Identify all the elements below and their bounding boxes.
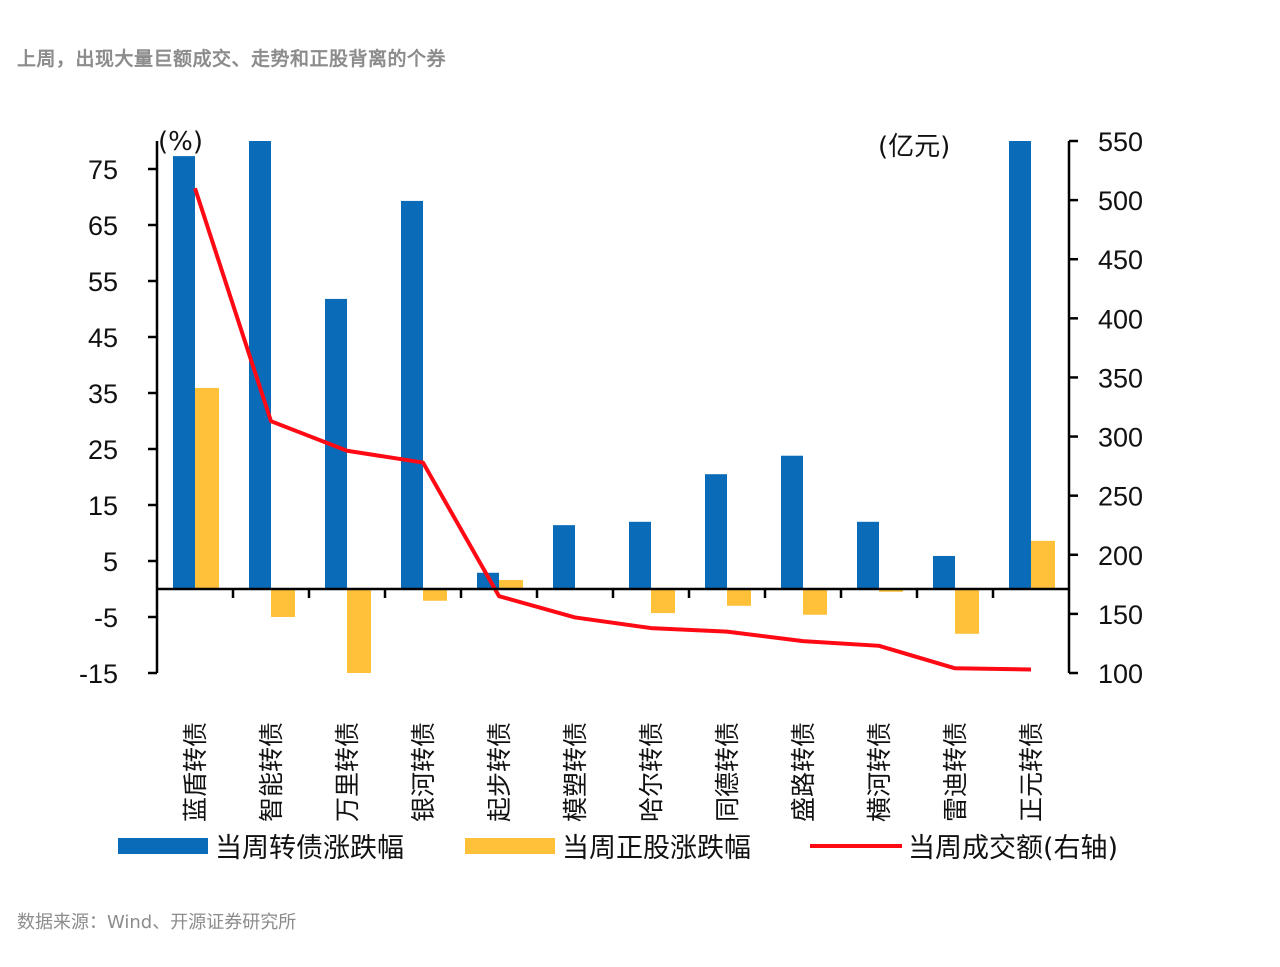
bar-stock-10 <box>955 589 979 634</box>
source-note: 数据来源：Wind、开源证券研究所 <box>17 912 297 933</box>
left-tick-label: 35 <box>88 379 118 409</box>
bar-bond-2 <box>325 298 347 589</box>
right-tick-label: 250 <box>1098 482 1143 512</box>
right-tick-label: 400 <box>1098 304 1143 334</box>
category-label: 雷迪转债 <box>941 722 970 822</box>
right-tick-label: 500 <box>1098 186 1143 216</box>
bar-bond-9 <box>857 521 879 589</box>
left-tick-label: 75 <box>88 155 118 185</box>
bar-bond-8 <box>781 455 803 589</box>
line-layer <box>193 187 1032 672</box>
left-tick-label: 55 <box>88 267 118 297</box>
bars-layer <box>173 141 1055 673</box>
bar-bond-6 <box>629 521 651 589</box>
bar-stock-6 <box>651 589 675 614</box>
bar-stock-2 <box>347 589 371 673</box>
category-label: 盛路转债 <box>789 722 818 822</box>
category-label: 同德转债 <box>713 722 742 822</box>
right-tick-label: 100 <box>1098 659 1143 689</box>
bar-bond-1 <box>249 141 271 589</box>
legend: 当周转债涨跌幅 当周正股涨跌幅 当周成交额(右轴) <box>118 833 1118 864</box>
category-label: 万里转债 <box>333 722 362 822</box>
bar-stock-4 <box>499 580 523 589</box>
category-label: 蓝盾转债 <box>181 722 210 822</box>
category-label: 银河转债 <box>409 722 438 822</box>
bar-stock-8 <box>803 589 827 615</box>
left-tick-label: 15 <box>88 491 118 521</box>
bar-bond-7 <box>705 474 727 589</box>
bar-bond-10 <box>933 555 955 589</box>
right-tick-label: 150 <box>1098 600 1143 630</box>
right-axis-unit: (亿元) <box>878 132 950 162</box>
category-label: 智能转债 <box>257 722 286 822</box>
left-tick-label: 5 <box>103 547 118 577</box>
category-label: 起步转债 <box>485 722 514 822</box>
right-tick-label: 200 <box>1098 541 1143 571</box>
left-tick-label: 25 <box>88 435 118 465</box>
bar-bond-5 <box>553 525 575 589</box>
right-tick-label: 550 <box>1098 127 1143 157</box>
left-tick-label: -15 <box>79 659 118 689</box>
category-label: 横河转债 <box>865 722 894 822</box>
left-axis-unit: (%) <box>158 127 203 157</box>
line-volume <box>193 187 1032 672</box>
legend-swatch-bond <box>118 838 208 854</box>
bar-stock-1 <box>271 589 295 617</box>
legend-label-volume: 当周成交额(右轴) <box>908 833 1118 864</box>
bar-stock-11 <box>1031 540 1055 589</box>
bar-stock-9 <box>879 589 903 592</box>
category-label: 哈尔转债 <box>637 722 666 822</box>
legend-label-bond: 当周转债涨跌幅 <box>215 833 404 864</box>
category-label: 模塑转债 <box>561 722 590 822</box>
bar-bond-11 <box>1009 141 1031 589</box>
category-label: 正元转债 <box>1017 722 1046 822</box>
bar-bond-3 <box>401 200 423 590</box>
right-tick-label: 300 <box>1098 423 1143 453</box>
legend-swatch-stock <box>465 838 555 854</box>
legend-label-stock: 当周正股涨跌幅 <box>562 833 751 864</box>
left-tick-label: 65 <box>88 211 118 241</box>
bar-stock-7 <box>727 589 751 606</box>
page-title: 上周，出现大量巨额成交、走势和正股背离的个券 <box>17 48 447 70</box>
bar-stock-3 <box>423 589 447 601</box>
right-tick-label: 350 <box>1098 363 1143 393</box>
axes-layer: 75 65 55 45 35 25 15 5 -5 -15 550 500 450 400 350 300 25… <box>79 127 1143 822</box>
bar-bond-0 <box>173 156 195 589</box>
left-tick-label: 45 <box>88 323 118 353</box>
right-tick-label: 450 <box>1098 245 1143 275</box>
left-tick-label: -5 <box>94 603 118 633</box>
bar-stock-0 <box>195 387 219 589</box>
